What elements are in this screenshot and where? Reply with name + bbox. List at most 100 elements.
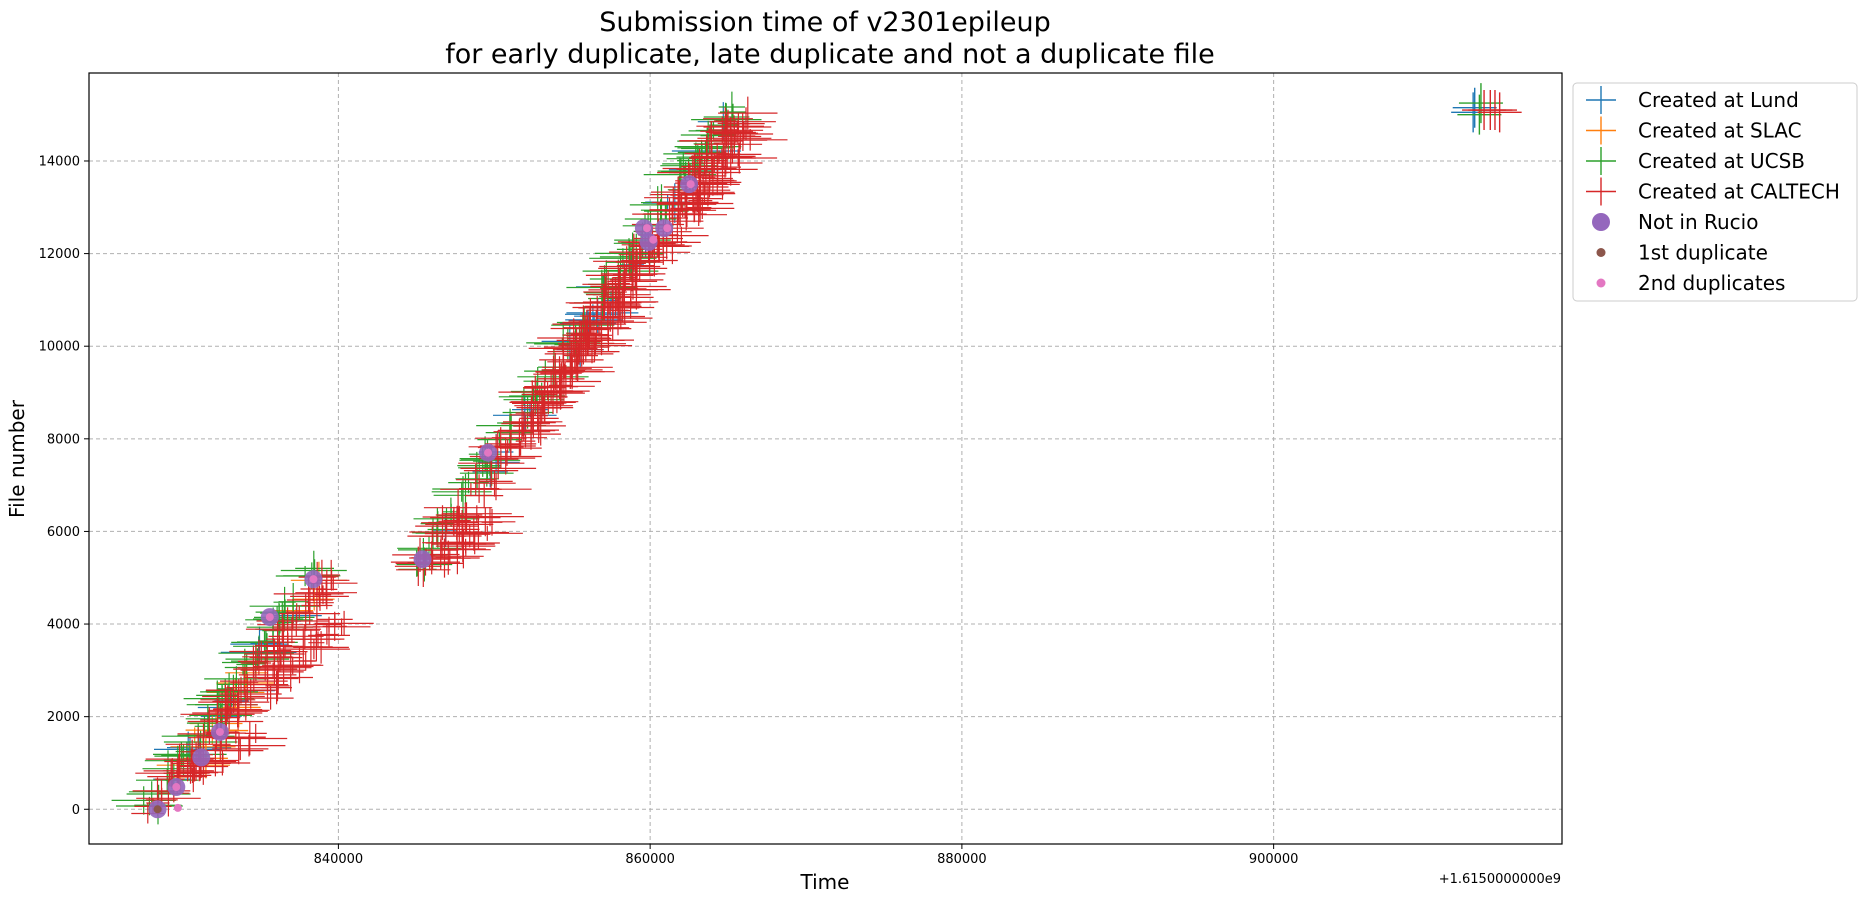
x-tick-label: 900000 <box>1249 852 1299 867</box>
point-created-at-caltech <box>560 331 588 358</box>
point-created-at-caltech <box>605 279 667 294</box>
legend-label-created-at-ucsb: Created at UCSB <box>1638 149 1805 173</box>
point-created-at-caltech <box>519 401 559 436</box>
point-created-at-caltech <box>425 523 500 563</box>
point-2nd-duplicates <box>172 783 181 792</box>
point-created-at-ucsb <box>185 704 230 733</box>
point-created-at-caltech <box>212 737 269 761</box>
point-created-at-caltech <box>262 656 324 675</box>
point-created-at-caltech <box>290 585 349 608</box>
point-2nd-duplicates <box>265 613 274 622</box>
y-tick-label: 0 <box>72 803 80 818</box>
point-created-at-caltech <box>295 579 357 606</box>
point-created-at-caltech <box>643 202 703 226</box>
point-created-at-caltech <box>523 377 567 398</box>
point-created-at-caltech <box>684 135 730 171</box>
point-created-at-caltech <box>460 478 532 501</box>
point-created-at-caltech <box>1472 90 1517 131</box>
point-created-at-caltech <box>705 116 756 149</box>
legend-marker-created-at-slac <box>1586 116 1616 145</box>
point-created-at-caltech <box>530 391 567 415</box>
y-tick-label: 14000 <box>39 154 80 169</box>
plot-frame <box>88 72 1563 845</box>
point-created-at-caltech <box>425 505 494 543</box>
point-created-at-caltech <box>570 320 609 349</box>
point-created-at-caltech <box>265 670 290 702</box>
legend-label-not-in-rucio: Not in Rucio <box>1638 210 1758 234</box>
point-created-at-caltech <box>244 723 267 743</box>
x-tick-label: 880000 <box>937 852 987 867</box>
series-created-at-ucsb <box>111 83 1503 825</box>
point-created-at-caltech <box>455 507 516 537</box>
point-created-at-caltech <box>322 559 340 591</box>
point-created-at-caltech <box>563 310 630 345</box>
point-created-at-caltech <box>691 182 724 207</box>
point-created-at-ucsb <box>582 254 659 288</box>
series-2nd-duplicates <box>172 180 695 812</box>
point-created-at-caltech <box>198 692 270 712</box>
point-created-at-caltech <box>308 624 325 662</box>
point-created-at-caltech <box>582 282 656 322</box>
point-created-at-caltech <box>247 686 294 710</box>
legend-label-2nd-duplicates: 2nd duplicates <box>1638 271 1785 295</box>
point-created-at-caltech <box>294 651 317 671</box>
point-created-at-ucsb <box>457 459 502 472</box>
point-created-at-ucsb <box>200 672 258 711</box>
legend-marker-not-in-rucio <box>1592 213 1610 231</box>
point-created-at-caltech <box>499 440 542 456</box>
point-created-at-caltech <box>285 624 324 649</box>
point-2nd-duplicates <box>173 803 182 812</box>
point-created-at-caltech <box>314 610 374 636</box>
point-created-at-caltech <box>692 161 758 178</box>
point-created-at-caltech <box>503 410 563 434</box>
point-created-at-caltech <box>569 321 603 362</box>
point-created-at-caltech <box>246 667 289 702</box>
point-created-at-caltech <box>601 302 620 332</box>
point-created-at-caltech <box>184 765 205 782</box>
point-2nd-duplicates <box>649 235 658 244</box>
chart-title-line2: for early duplicate, late duplicate and … <box>445 39 1215 70</box>
point-created-at-caltech <box>213 694 263 725</box>
point-created-at-caltech <box>456 507 524 527</box>
point-created-at-caltech <box>443 505 471 536</box>
point-created-at-caltech <box>456 464 496 496</box>
point-2nd-duplicates <box>686 180 695 189</box>
point-1st-duplicate <box>153 805 162 814</box>
x-axis-offset: +1.6150000000e9 <box>1439 872 1561 887</box>
point-created-at-caltech <box>621 246 678 275</box>
point-created-at-caltech <box>584 287 642 326</box>
plot-marks <box>111 83 1522 825</box>
point-created-at-lund <box>1452 87 1497 128</box>
point-2nd-duplicates <box>309 575 318 584</box>
point-created-at-caltech <box>293 631 349 664</box>
point-created-at-ucsb <box>720 103 746 121</box>
point-created-at-caltech <box>205 750 240 776</box>
point-created-at-caltech <box>415 519 478 533</box>
point-2nd-duplicates <box>643 224 652 233</box>
legend-box <box>1572 82 1858 302</box>
point-created-at-caltech <box>473 469 516 497</box>
y-tick-label: 10000 <box>39 340 80 355</box>
point-created-at-caltech <box>253 648 314 685</box>
point-created-at-caltech <box>619 255 655 282</box>
point-created-at-caltech <box>465 483 504 509</box>
point-2nd-duplicates <box>663 224 672 233</box>
point-created-at-caltech <box>240 662 306 678</box>
point-created-at-caltech <box>573 341 616 363</box>
point-2nd-duplicates <box>215 727 224 736</box>
point-created-at-caltech <box>539 355 605 388</box>
point-created-at-caltech <box>441 505 512 523</box>
point-created-at-caltech <box>447 515 509 550</box>
point-created-at-caltech <box>286 603 307 624</box>
point-not-in-rucio <box>413 550 432 569</box>
point-created-at-caltech <box>295 631 341 647</box>
point-created-at-caltech <box>615 242 664 282</box>
point-created-at-caltech <box>691 198 709 223</box>
point-created-at-caltech <box>500 430 521 459</box>
point-created-at-caltech <box>686 189 712 226</box>
point-created-at-caltech <box>173 767 212 783</box>
point-created-at-caltech <box>491 418 547 457</box>
point-created-at-ucsb <box>459 459 514 487</box>
